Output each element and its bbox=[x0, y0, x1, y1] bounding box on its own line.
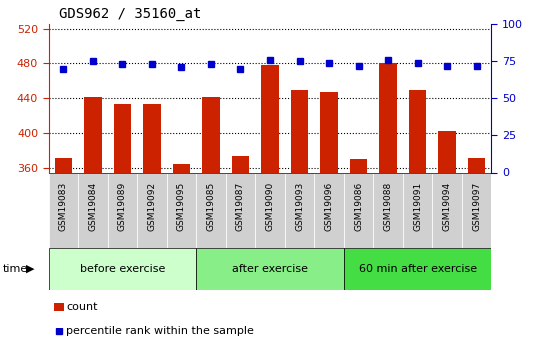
Text: GSM19086: GSM19086 bbox=[354, 181, 363, 231]
Text: GSM19084: GSM19084 bbox=[89, 181, 97, 231]
Text: GSM19090: GSM19090 bbox=[266, 181, 274, 231]
Bar bbox=[403, 172, 433, 248]
Bar bbox=[143, 105, 161, 172]
Bar bbox=[433, 172, 462, 248]
Bar bbox=[462, 172, 491, 248]
Text: GSM19085: GSM19085 bbox=[206, 181, 215, 231]
Text: GSM19097: GSM19097 bbox=[472, 181, 481, 231]
Bar bbox=[344, 172, 373, 248]
Bar bbox=[167, 172, 196, 248]
Text: GSM19093: GSM19093 bbox=[295, 181, 304, 231]
Bar bbox=[196, 248, 344, 290]
Bar bbox=[202, 97, 220, 172]
Text: 60 min after exercise: 60 min after exercise bbox=[359, 264, 477, 274]
Bar bbox=[78, 172, 107, 248]
Bar bbox=[113, 105, 131, 172]
Text: time: time bbox=[3, 264, 28, 274]
Text: after exercise: after exercise bbox=[232, 264, 308, 274]
Bar bbox=[196, 172, 226, 248]
Text: GSM19088: GSM19088 bbox=[383, 181, 393, 231]
Bar bbox=[107, 172, 137, 248]
Text: GSM19092: GSM19092 bbox=[147, 181, 157, 231]
Text: GSM19089: GSM19089 bbox=[118, 181, 127, 231]
Bar bbox=[232, 156, 249, 172]
Bar bbox=[137, 172, 167, 248]
Text: GSM19096: GSM19096 bbox=[325, 181, 334, 231]
Text: GSM19091: GSM19091 bbox=[413, 181, 422, 231]
Bar bbox=[49, 172, 78, 248]
Text: GSM19095: GSM19095 bbox=[177, 181, 186, 231]
Bar bbox=[373, 172, 403, 248]
Bar bbox=[285, 172, 314, 248]
Text: GSM19087: GSM19087 bbox=[236, 181, 245, 231]
Bar bbox=[49, 248, 196, 290]
Text: GSM19094: GSM19094 bbox=[443, 181, 451, 231]
Bar bbox=[261, 65, 279, 172]
Bar bbox=[350, 159, 367, 172]
Bar bbox=[173, 164, 190, 172]
Text: ▶: ▶ bbox=[26, 264, 35, 274]
Bar bbox=[438, 131, 456, 172]
Bar bbox=[344, 248, 491, 290]
Text: count: count bbox=[66, 302, 97, 312]
Bar bbox=[55, 158, 72, 172]
Bar bbox=[468, 158, 485, 172]
Text: GDS962 / 35160_at: GDS962 / 35160_at bbox=[59, 7, 202, 21]
Bar bbox=[84, 97, 102, 172]
Text: percentile rank within the sample: percentile rank within the sample bbox=[66, 326, 254, 336]
Bar bbox=[320, 92, 338, 172]
Bar bbox=[226, 172, 255, 248]
Bar bbox=[255, 172, 285, 248]
Bar bbox=[291, 90, 308, 172]
Bar bbox=[409, 90, 427, 172]
Bar bbox=[379, 63, 397, 172]
Text: GSM19083: GSM19083 bbox=[59, 181, 68, 231]
Bar bbox=[314, 172, 344, 248]
Text: before exercise: before exercise bbox=[80, 264, 165, 274]
